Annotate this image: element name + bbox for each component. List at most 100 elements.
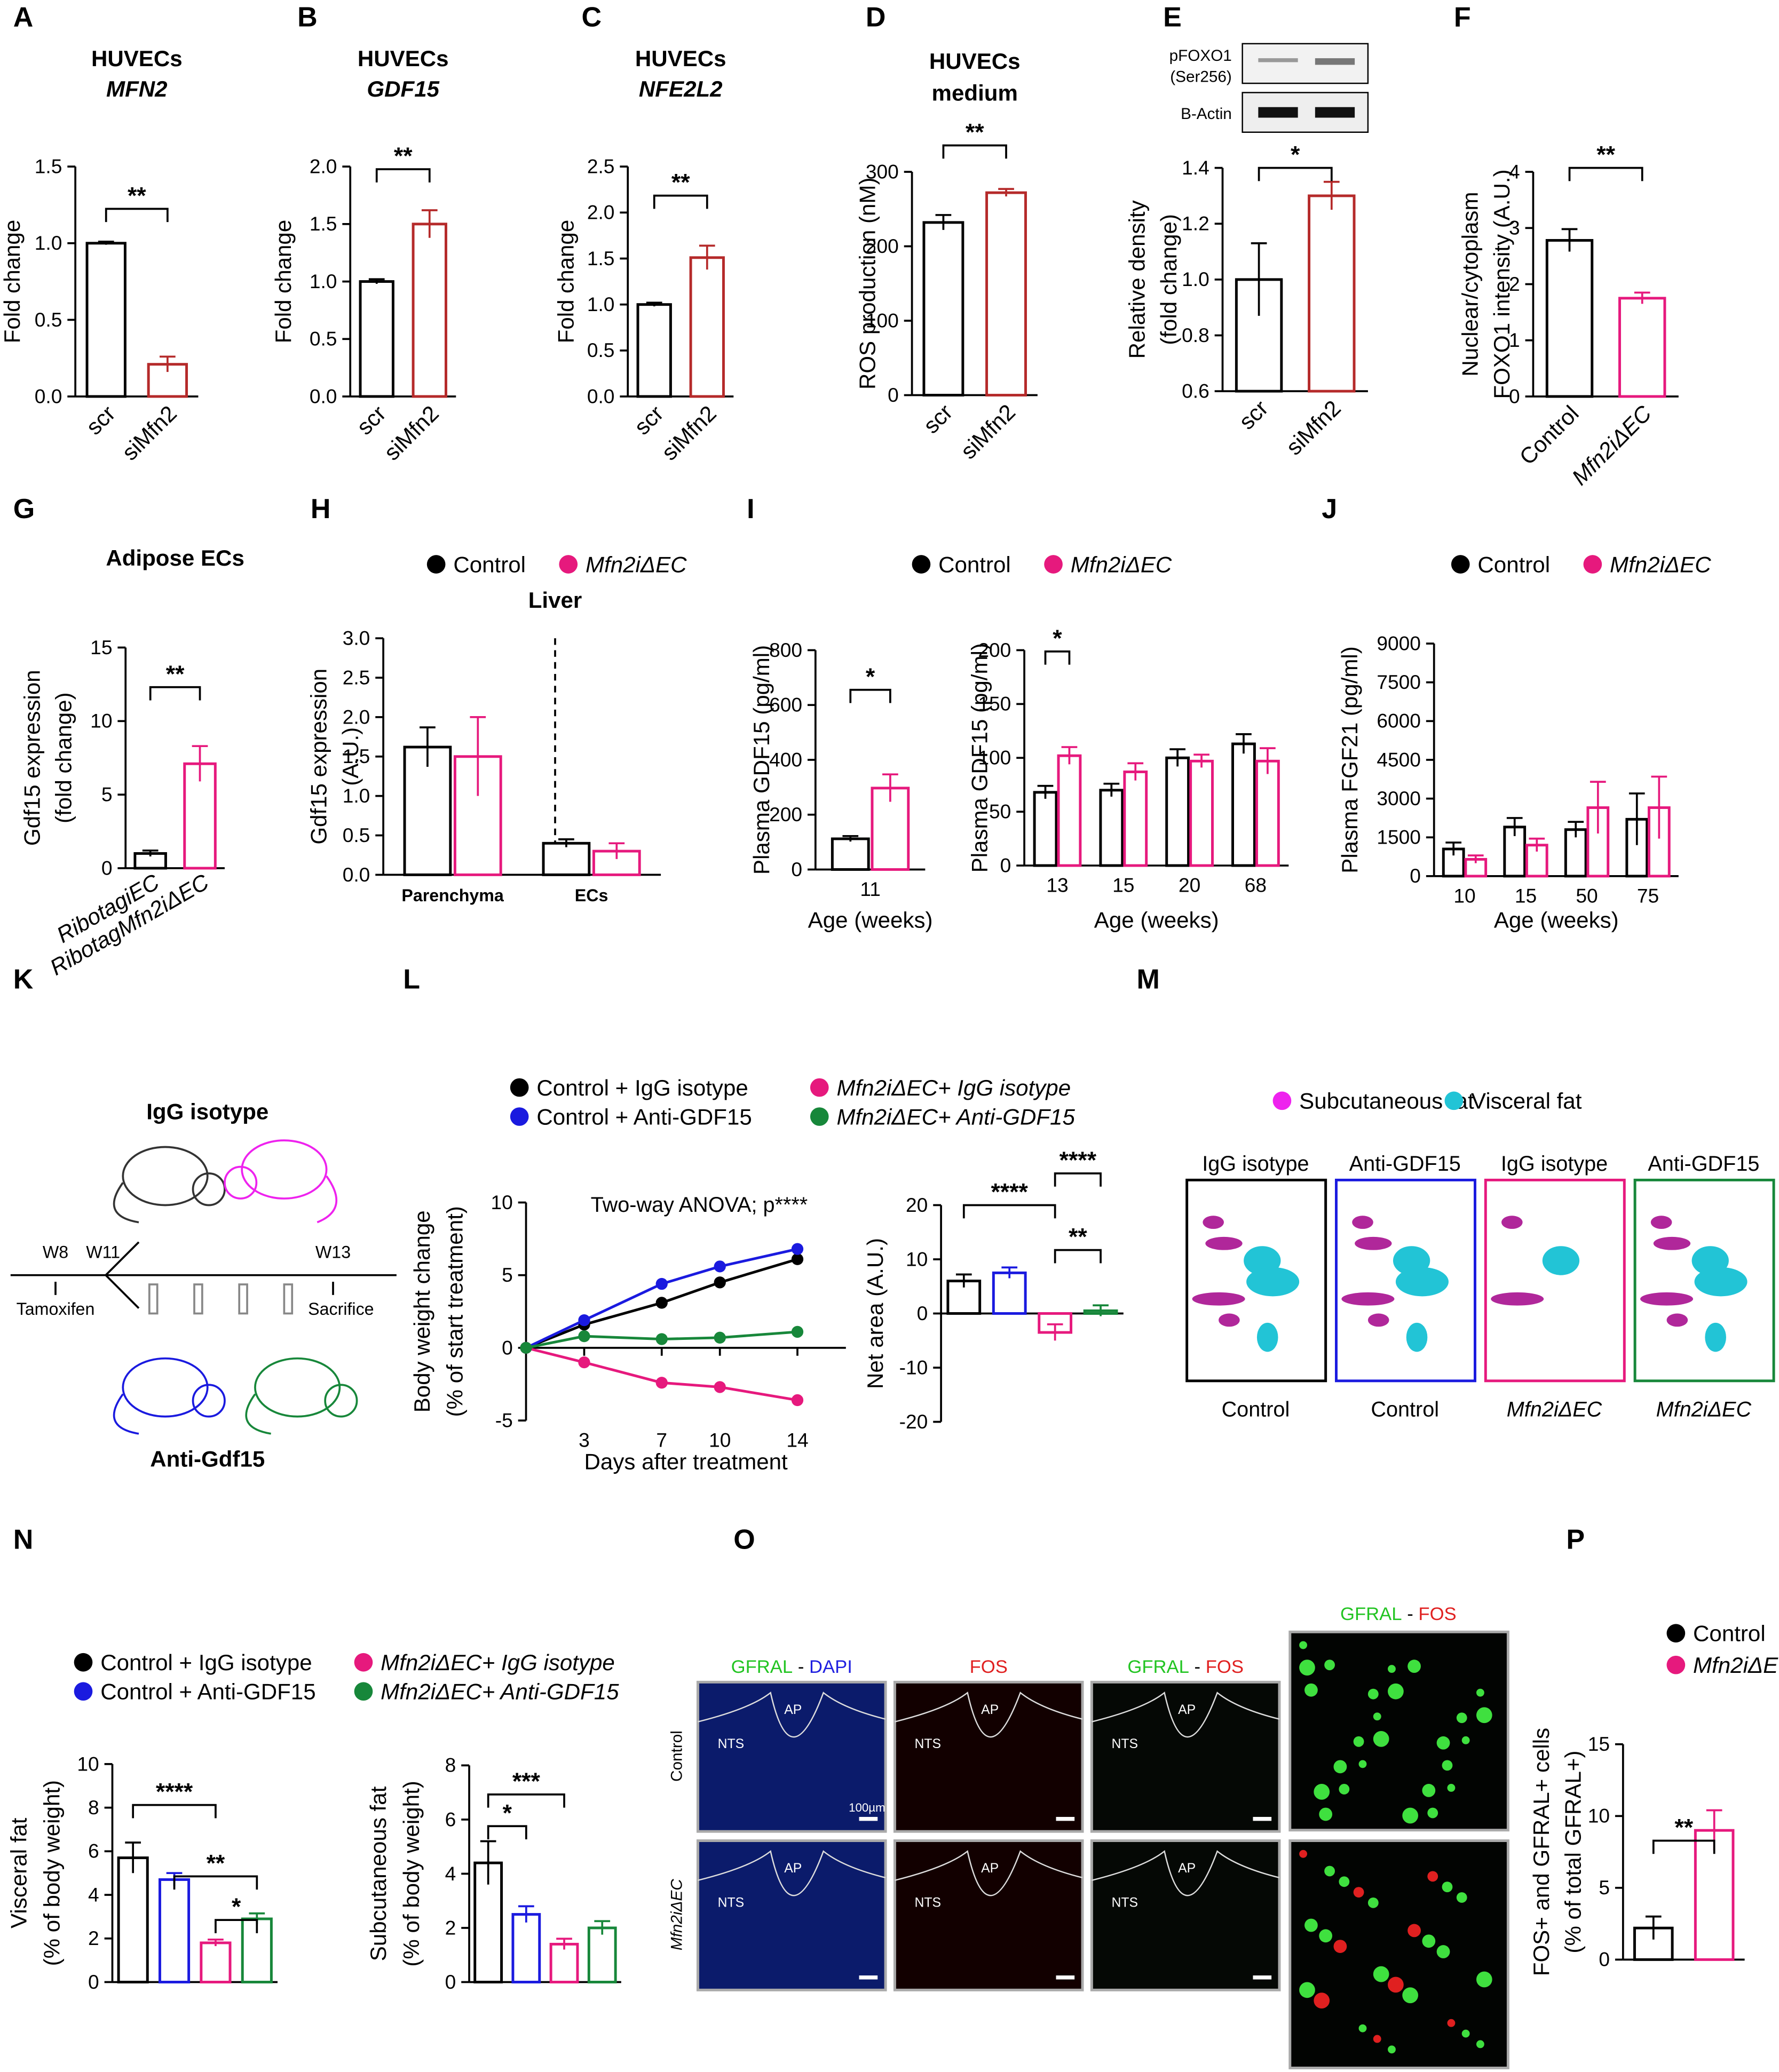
x-axis-label: Age (weeks) <box>808 907 933 932</box>
fat-render <box>1367 1313 1389 1327</box>
y-tick-label: 0 <box>1509 385 1520 407</box>
y-tick-label: 10 <box>906 1248 928 1270</box>
diagram-label: Tamoxifen <box>17 1299 95 1319</box>
legend-label: Control + Anti-GDF15 <box>536 1104 752 1129</box>
panel-letter: E <box>1163 2 1182 33</box>
legend-swatch <box>74 1653 93 1672</box>
y-tick-label: -20 <box>899 1410 928 1433</box>
region-label: NTS <box>1112 1895 1138 1910</box>
sig-bracket <box>375 168 431 182</box>
blot-band <box>1315 107 1355 118</box>
region-label: NTS <box>718 1737 745 1751</box>
chart-title: MFN2 <box>106 76 168 101</box>
y-tick-label: 1500 <box>1377 826 1421 848</box>
y-tick-label: 5 <box>101 783 113 806</box>
y-tick-label: 0.0 <box>343 863 370 886</box>
y-axis-label: (% of body weight) <box>39 1780 64 1966</box>
header-part: - <box>798 1657 804 1677</box>
line-point <box>791 1253 804 1265</box>
cell-signal <box>1461 1736 1470 1744</box>
line-point <box>578 1314 590 1327</box>
region-label: AP <box>981 1861 999 1876</box>
cell-signal <box>1388 2045 1396 2054</box>
y-tick-label: 15 <box>1588 1733 1610 1755</box>
legend-swatch <box>1451 555 1470 574</box>
diagram-label: W8 <box>43 1243 68 1262</box>
x-tick-label: 13 <box>1046 874 1068 896</box>
cell-signal <box>1339 1876 1350 1887</box>
panel-letter: N <box>13 1524 34 1555</box>
bar <box>1618 297 1666 398</box>
cell-signal <box>1388 1665 1396 1673</box>
legend-swatch <box>1272 1091 1292 1110</box>
bar <box>1123 771 1148 867</box>
x-tick-label: 20 <box>1179 874 1200 896</box>
y-tick-label: 5 <box>1599 1876 1610 1899</box>
line-point <box>791 1243 804 1255</box>
y-tick-label: 2 <box>1509 273 1520 295</box>
region-label: NTS <box>915 1895 942 1910</box>
cell-signal <box>1304 1918 1318 1932</box>
y-axis-label: Subcutaneous fat <box>366 1786 391 1961</box>
line-point <box>791 1394 804 1407</box>
chart-title: medium <box>932 80 1018 105</box>
legend-swatch <box>1583 555 1602 574</box>
legend-swatch <box>1666 1624 1686 1643</box>
y-tick-label: 0.5 <box>343 824 370 846</box>
sig-bracket <box>487 1793 565 1808</box>
fat-render <box>1666 1313 1688 1327</box>
fat-render <box>1192 1292 1245 1306</box>
cell-signal <box>1408 1924 1421 1938</box>
sig-label: ** <box>166 661 185 687</box>
sig-bracket <box>105 208 169 223</box>
region-label: AP <box>981 1703 999 1717</box>
micrographs: GFRAL - DAPI AP NTS 100µm Control AP NTS Mfn2iΔ… <box>668 1604 1509 2069</box>
blot-label: pFOXO1 <box>1169 47 1232 65</box>
y-axis-label: Plasma GDF15 (pg/ml) <box>749 645 774 875</box>
header-part: GFRAL <box>1340 1604 1402 1624</box>
render-group: Control <box>1371 1398 1439 1422</box>
micrograph <box>1090 1839 1281 1991</box>
y-tick-label: 0 <box>502 1336 513 1359</box>
y-tick-label: 1.0 <box>35 232 62 254</box>
micrograph <box>893 1839 1084 1991</box>
cell-signal <box>1476 1707 1492 1724</box>
y-tick-label: -10 <box>899 1356 928 1378</box>
y-tick-label: 0 <box>101 856 113 879</box>
legend-swatch <box>1044 555 1063 574</box>
y-tick-label: 1.5 <box>310 212 337 235</box>
sig-bracket <box>487 1825 527 1840</box>
bar <box>549 1942 579 1983</box>
legend-swatch <box>426 555 446 574</box>
render-title: Anti-GDF15 <box>1648 1152 1759 1176</box>
bar <box>992 1271 1027 1315</box>
cell-signal <box>1319 1807 1333 1821</box>
y-axis-label: Plasma FGF21 (pg/ml) <box>1337 646 1362 874</box>
y-tick-label: 3000 <box>1377 787 1421 809</box>
y-tick-label: 1.2 <box>1182 212 1209 235</box>
y-tick-label: 0 <box>888 384 899 406</box>
panel-letter: M <box>1137 964 1160 995</box>
cell-signal <box>1408 1660 1421 1673</box>
fat-render <box>1650 1216 1672 1229</box>
cell-signal <box>1447 2019 1456 2027</box>
region-outline <box>1092 1691 1280 1738</box>
y-axis-label: Gdf15 expression <box>19 670 44 846</box>
region-label: NTS <box>915 1737 942 1751</box>
panel-letter: I <box>747 494 754 525</box>
scale-bar <box>1253 1975 1272 1980</box>
cell-signal <box>1476 2040 1484 2049</box>
bar <box>117 1856 149 1983</box>
region-label: NTS <box>1112 1737 1138 1751</box>
bar <box>587 1926 617 1983</box>
header-part: - <box>1407 1604 1413 1624</box>
y-axis-label: Plasma GDF15 (pg/ml) <box>967 643 992 872</box>
fat-render <box>1491 1292 1544 1306</box>
chart-title: HUVECs <box>91 46 183 71</box>
y-tick-label: 0.5 <box>35 308 62 331</box>
sig-bracket <box>1258 166 1333 181</box>
micrograph <box>1090 1680 1281 1833</box>
line-point <box>655 1333 668 1345</box>
x-tick-label: Parenchyma <box>401 886 504 905</box>
legend-label: Mfn2iΔEC+ Anti-GDF15 <box>381 1679 619 1704</box>
